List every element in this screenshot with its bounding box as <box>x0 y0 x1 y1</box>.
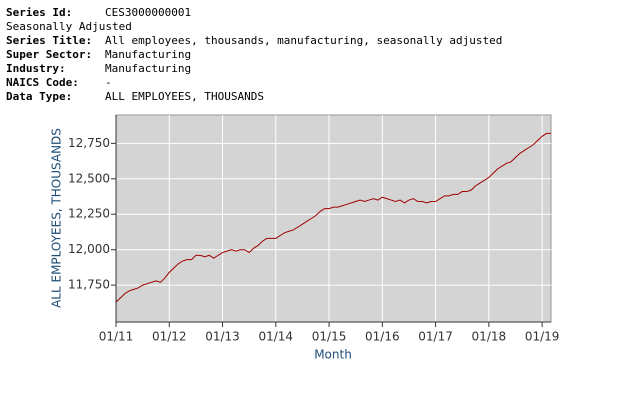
header-row: Data Type: ALL EMPLOYEES, THOUSANDS <box>6 90 502 104</box>
x-tick-label: 01/14 <box>258 330 293 344</box>
header-label: Series Title: <box>6 34 93 47</box>
header-label: Industry: <box>6 62 66 75</box>
header-value: CES3000000001 <box>105 6 192 19</box>
header-label: NAICS Code: <box>6 76 79 89</box>
x-tick-label: 01/12 <box>152 330 187 344</box>
x-tick-label: 01/11 <box>99 330 134 344</box>
header-row: Seasonally Adjusted <box>6 20 502 34</box>
header-row: Industry: Manufacturing <box>6 62 502 76</box>
y-tick-label: 12,250 <box>68 207 110 221</box>
y-tick-label: 11,750 <box>68 278 110 292</box>
header-text: Seasonally Adjusted <box>6 20 132 33</box>
data-line <box>115 132 551 303</box>
header-value: All employees, thousands, manufacturing,… <box>105 34 503 47</box>
header-label: Super Sector: <box>6 48 93 61</box>
x-axis-label: Month <box>314 348 352 362</box>
plot-area <box>115 114 552 323</box>
header-row: NAICS Code: - <box>6 76 502 90</box>
header-row: Series Id: CES3000000001 <box>6 6 502 20</box>
series-header: Series Id: CES3000000001 Seasonally Adjust… <box>6 6 502 104</box>
header-label: Data Type: <box>6 90 73 103</box>
x-tick-label: 01/19 <box>525 330 560 344</box>
header-row: Super Sector: Manufacturing <box>6 48 502 62</box>
x-tick-label: 01/13 <box>205 330 240 344</box>
x-tick-label: 01/16 <box>365 330 400 344</box>
header-value: - <box>105 76 112 89</box>
y-axis-label: ALL EMPLOYEES, THOUSANDS <box>50 128 64 308</box>
y-tick-label: 12,000 <box>68 242 110 256</box>
header-value: ALL EMPLOYEES, THOUSANDS <box>105 90 264 103</box>
y-tick-label: 12,750 <box>68 136 110 150</box>
header-label: Series Id: <box>6 6 73 19</box>
x-tick-label: 01/17 <box>418 330 453 344</box>
header-value: Manufacturing <box>105 48 192 61</box>
y-tick-label: 12,500 <box>68 171 110 185</box>
x-tick-label: 01/18 <box>472 330 507 344</box>
header-row: Series Title: All employees, thousands, m… <box>6 34 502 48</box>
x-tick-label: 01/15 <box>312 330 347 344</box>
header-value: Manufacturing <box>105 62 192 75</box>
